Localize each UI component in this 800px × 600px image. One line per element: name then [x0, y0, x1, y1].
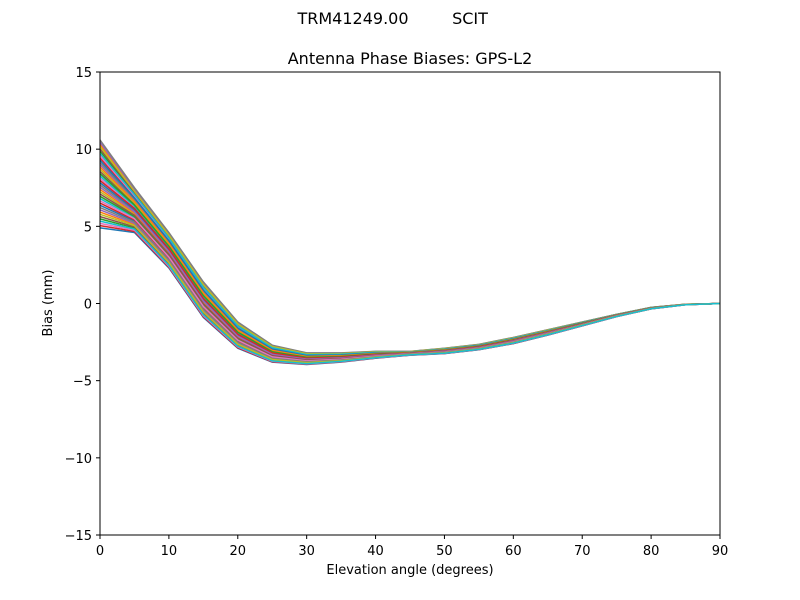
- y-tick-label: −15: [65, 529, 92, 544]
- series-line: [99, 143, 721, 355]
- series-line: [99, 161, 721, 357]
- series-line: [99, 150, 721, 356]
- series-line: [99, 173, 721, 359]
- series-line: [99, 159, 721, 357]
- series-line: [99, 166, 721, 358]
- suptitle-station: SCIT: [452, 9, 488, 28]
- y-tick-label: 0: [84, 298, 92, 313]
- x-tick-label: 90: [712, 544, 729, 559]
- x-axis: 0 10 20 30 40 50 60 70 80 90: [96, 535, 728, 559]
- x-axis-label: Elevation angle (degrees): [326, 563, 493, 578]
- x-tick-label: 0: [96, 544, 104, 559]
- series-line: [99, 148, 721, 355]
- series-line: [99, 152, 721, 356]
- y-tick-label: −5: [73, 375, 92, 390]
- series-line: [99, 170, 721, 358]
- x-tick-label: 70: [574, 544, 591, 559]
- x-tick-label: 40: [367, 544, 384, 559]
- series-line: [99, 146, 721, 355]
- series-line: [99, 141, 721, 354]
- y-tick-label: −10: [65, 452, 92, 467]
- chart-title: Antenna Phase Biases: GPS-L2: [288, 49, 533, 68]
- series-layer: [99, 139, 721, 366]
- x-tick-label: 50: [436, 544, 453, 559]
- x-tick-label: 60: [505, 544, 522, 559]
- suptitle-antenna: TRM41249.00: [296, 9, 408, 28]
- y-axis: −15 −10 −5 0 5 10 15: [65, 66, 100, 544]
- series-line: [99, 157, 721, 357]
- y-tick-label: 15: [75, 66, 92, 81]
- x-tick-label: 20: [230, 544, 247, 559]
- x-tick-label: 10: [161, 544, 178, 559]
- x-tick-label: 30: [298, 544, 315, 559]
- y-axis-label: Bias (mm): [41, 270, 56, 337]
- x-tick-label: 80: [643, 544, 660, 559]
- series-line: [99, 168, 721, 358]
- series-line: [99, 155, 721, 356]
- series-line: [99, 139, 721, 354]
- y-tick-label: 10: [75, 143, 92, 158]
- series-line: [99, 164, 721, 357]
- series-line: [99, 220, 721, 365]
- y-tick-label: 5: [84, 220, 92, 235]
